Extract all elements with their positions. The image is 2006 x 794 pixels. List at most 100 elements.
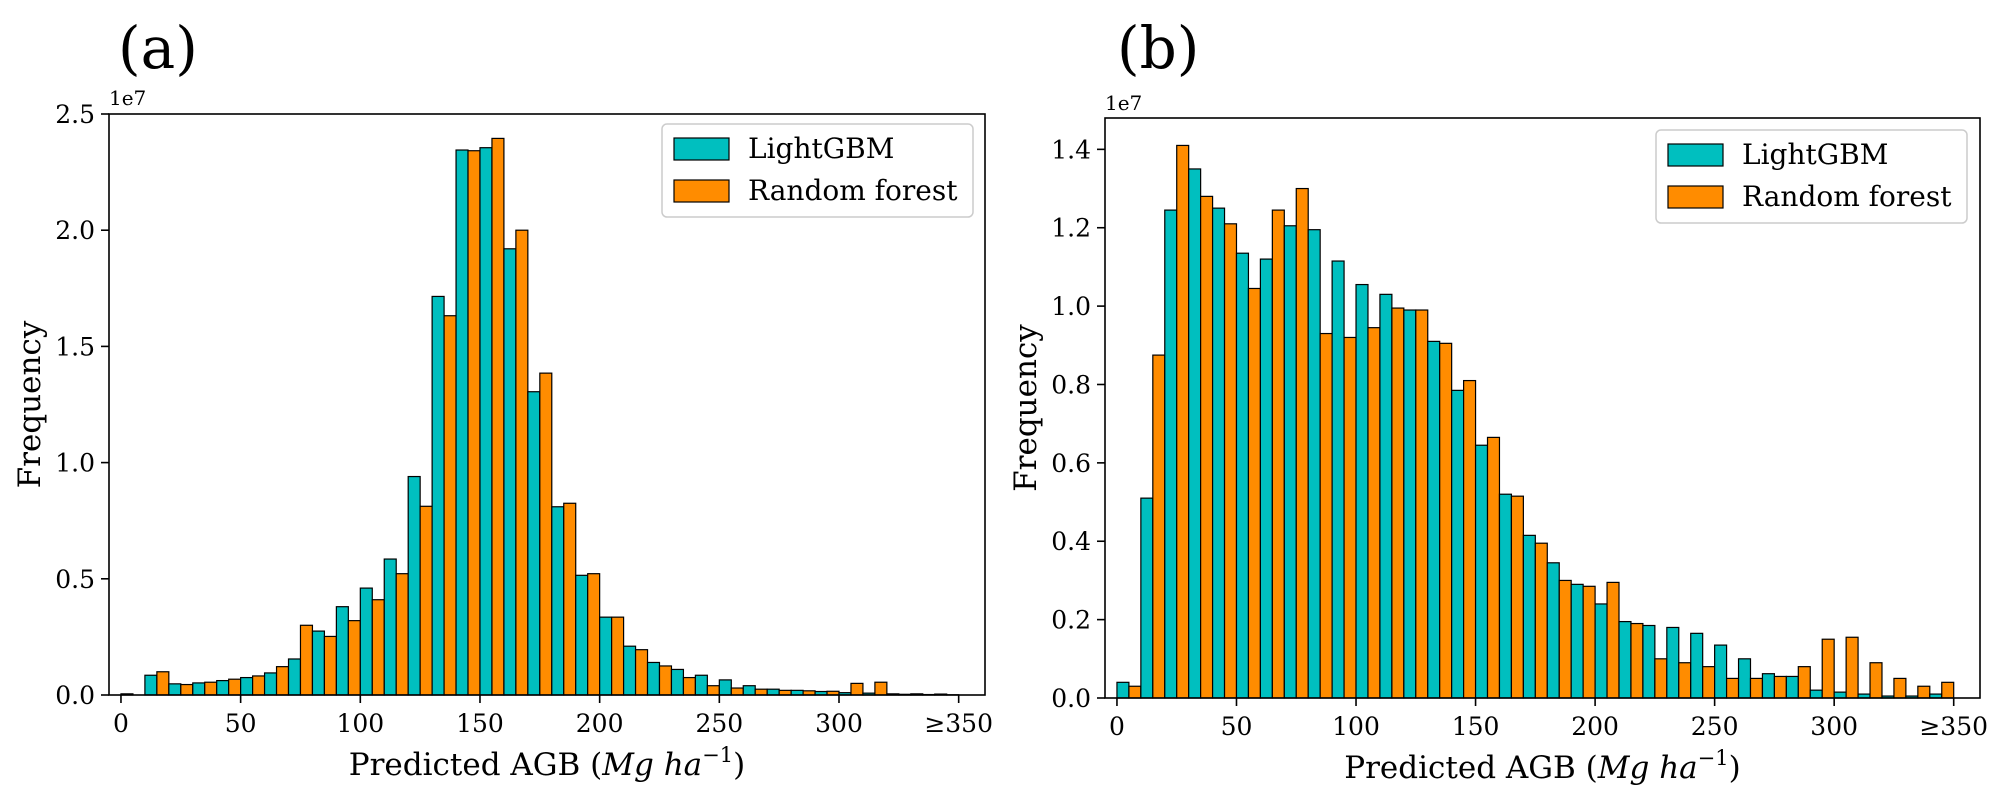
bar-b-lightgbm-110: [1379, 293, 1393, 699]
bar-a-rf-40: [228, 678, 242, 696]
bar-a-rf-30: [204, 681, 218, 696]
bar-a-lightgbm-60: [263, 672, 278, 696]
bar-b-rf-200: [1606, 581, 1620, 699]
bar-a-rf-100: [371, 599, 385, 696]
bar-a-lightgbm-190: [575, 574, 589, 696]
panel-label-b: (b): [1117, 14, 1199, 82]
bar-b-rf-30: [1200, 195, 1214, 699]
bar-a-rf-190: [587, 573, 601, 696]
bar-b-lightgbm-160: [1498, 493, 1513, 699]
bar-a-rf-80: [323, 635, 337, 696]
bar-a-lightgbm-260: [742, 685, 756, 696]
bar-b-lightgbm-190: [1570, 583, 1584, 699]
x-tick-label-b-0: 0: [1109, 712, 1125, 741]
legend-b: LightGBM Random forest: [1655, 129, 1968, 224]
bar-b-rf-230: [1678, 662, 1692, 699]
panel-b-histogram: (b) 0 50 100 150 200 250 300 ≥350 0.0 0.2 0.4 0.6 0.8…: [1008, 14, 1988, 786]
x-tick-label-a-250: 250: [695, 709, 743, 738]
bar-b-rf-320: [1893, 677, 1907, 699]
bar-a-rf-160: [515, 229, 529, 696]
bar-b-lightgbm-40: [1211, 207, 1226, 699]
bar-b-rf-40: [1223, 223, 1238, 699]
x-tick-label-a-100: 100: [336, 709, 384, 738]
bar-a-lightgbm-200: [599, 616, 613, 696]
bar-b-lightgbm-90: [1331, 260, 1345, 699]
bar-b-lightgbm-50: [1235, 252, 1250, 699]
bar-b-rf-240: [1702, 666, 1716, 699]
bar-a-lightgbm-130: [431, 295, 445, 696]
bar-b-lightgbm-210: [1618, 620, 1632, 699]
bar-b-lightgbm-300: [1833, 691, 1847, 699]
bar-b-lightgbm-280: [1785, 675, 1799, 699]
bar-a-lightgbm-110: [383, 558, 397, 696]
bar-b-rf-80: [1319, 332, 1333, 699]
bar-a-lightgbm-160: [503, 248, 517, 696]
bar-a-lightgbm-30: [192, 682, 206, 696]
y-tick-label-b-0: 0.0: [1051, 684, 1091, 713]
bar-b-lightgbm-150: [1474, 444, 1489, 699]
bar-b-lightgbm-10: [1140, 497, 1154, 699]
bar-b-lightgbm-170: [1522, 534, 1536, 699]
bar-b-lightgbm-270: [1761, 673, 1775, 699]
y-tick-label-a-1.5: 1.5: [55, 332, 95, 361]
bar-b-rf-290: [1821, 638, 1835, 699]
bar-a-lightgbm-70: [287, 658, 302, 696]
bar-b-lightgbm-120: [1403, 309, 1417, 699]
bar-a-rf-140: [467, 150, 481, 696]
bar-b-rf-300: [1845, 636, 1859, 699]
bar-b-rf-0: [1128, 685, 1142, 699]
legend-swatch-a-rf: [673, 179, 730, 203]
x-tick-label-b-350: ≥350: [1919, 712, 1988, 741]
x-tick-label-a-0: 0: [113, 709, 129, 738]
x-tick-label-a-50: 50: [225, 709, 257, 738]
legend-swatch-b-lightgbm: [1667, 143, 1724, 167]
y-tick-label-b-0.6: 0.6: [1051, 449, 1091, 478]
y-tick-label-b-1: 1.0: [1051, 292, 1091, 321]
bar-a-lightgbm-40: [216, 679, 230, 696]
x-tick-label-a-350: ≥350: [924, 709, 993, 738]
bar-b-rf-180: [1558, 579, 1572, 699]
bar-a-rf-210: [634, 649, 649, 696]
bar-b-lightgbm-260: [1737, 658, 1752, 699]
bar-b-rf-130: [1439, 342, 1453, 699]
bar-a-lightgbm-10: [144, 674, 158, 696]
legend-a: LightGBM Random forest: [661, 123, 974, 218]
bar-a-rf-240: [706, 685, 720, 696]
bar-a-lightgbm-270: [766, 688, 780, 696]
bar-b-rf-160: [1510, 495, 1524, 699]
y-tick-label-b-1.2: 1.2: [1051, 214, 1091, 243]
bar-b-lightgbm-290: [1809, 689, 1823, 699]
bar-a-rf-310: [874, 681, 888, 696]
y-multiplier-b: 1e7: [1105, 91, 1142, 115]
bar-a-rf-180: [563, 502, 577, 696]
bar-a-rf-150: [491, 137, 505, 696]
bar-b-rf-100: [1367, 327, 1381, 699]
bar-a-rf-230: [682, 676, 696, 696]
bar-a-lightgbm-220: [646, 661, 661, 696]
x-tick-label-b-100: 100: [1332, 712, 1380, 741]
bar-b-rf-70: [1295, 187, 1309, 699]
bar-b-rf-260: [1749, 677, 1764, 699]
y-tick-label-a-2: 2.0: [55, 216, 95, 245]
bar-b-lightgbm-130: [1427, 340, 1441, 699]
bar-b-rf-210: [1630, 622, 1644, 699]
x-tick-label-b-200: 200: [1571, 712, 1619, 741]
bar-b-lightgbm-70: [1283, 225, 1297, 699]
panel-a-histogram: (a) 0 50 100 150 200 250 300 ≥350 0.0 0.5 1.0 1.5 2.0…: [12, 14, 993, 783]
bar-a-rf-10: [156, 671, 170, 696]
x-tick-label-b-250: 250: [1691, 712, 1739, 741]
bar-b-rf-60: [1271, 209, 1285, 699]
bar-a-rf-130: [443, 315, 457, 696]
y-tick-label-a-0.5: 0.5: [55, 565, 95, 594]
bar-a-lightgbm-90: [335, 606, 349, 696]
bar-b-lightgbm-20: [1164, 209, 1178, 699]
bar-a-rf-70: [299, 624, 314, 696]
bar-a-rf-90: [347, 620, 361, 696]
bar-a-rf-20: [180, 683, 194, 696]
x-axis-label-b: Predicted AGB (Mg ha−1): [1344, 746, 1741, 786]
y-tick-label-a-0: 0.0: [55, 681, 95, 710]
bar-a-rf-260: [754, 688, 768, 696]
bar-a-lightgbm-50: [240, 676, 254, 696]
bar-a-rf-300: [850, 682, 864, 696]
